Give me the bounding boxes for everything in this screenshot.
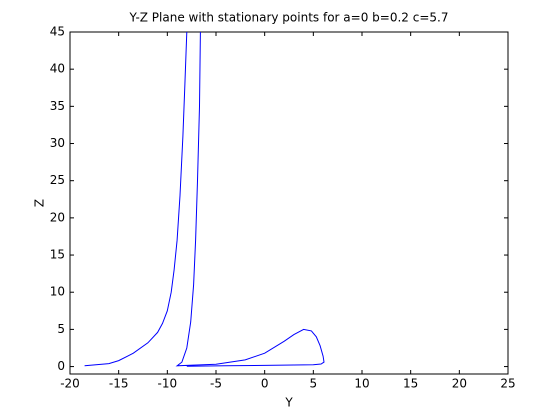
y-tick-label: 5 [57, 322, 65, 336]
x-tick-label: 10 [354, 377, 369, 391]
y-tick-label: 0 [57, 359, 65, 373]
x-tick-label: 25 [500, 377, 515, 391]
x-tick-label: -10 [158, 377, 178, 391]
x-tick-label: 5 [310, 377, 318, 391]
trajectory-line [84, 31, 325, 367]
y-tick-label: 20 [50, 210, 65, 224]
y-axis-label: Z [33, 199, 47, 207]
chart-title: Y-Z Plane with stationary points for a=0… [129, 11, 449, 25]
y-tick-label: 35 [50, 99, 65, 113]
y-tick-label: 45 [50, 25, 65, 39]
x-tick-label: 0 [261, 377, 269, 391]
y-tick-label: 10 [50, 285, 65, 299]
x-tick-label: -5 [210, 377, 222, 391]
axes-box [69, 31, 509, 375]
y-tick-label: 30 [50, 136, 65, 150]
x-tick-label: 20 [452, 377, 467, 391]
y-tick-label: 25 [50, 173, 65, 187]
x-tick-label: -20 [60, 377, 80, 391]
y-tick-label: 40 [50, 62, 65, 76]
x-axis-label: Y [284, 396, 293, 410]
x-tick-label: -15 [109, 377, 129, 391]
y-tick-label: 15 [50, 248, 65, 262]
x-tick-label: 15 [403, 377, 418, 391]
